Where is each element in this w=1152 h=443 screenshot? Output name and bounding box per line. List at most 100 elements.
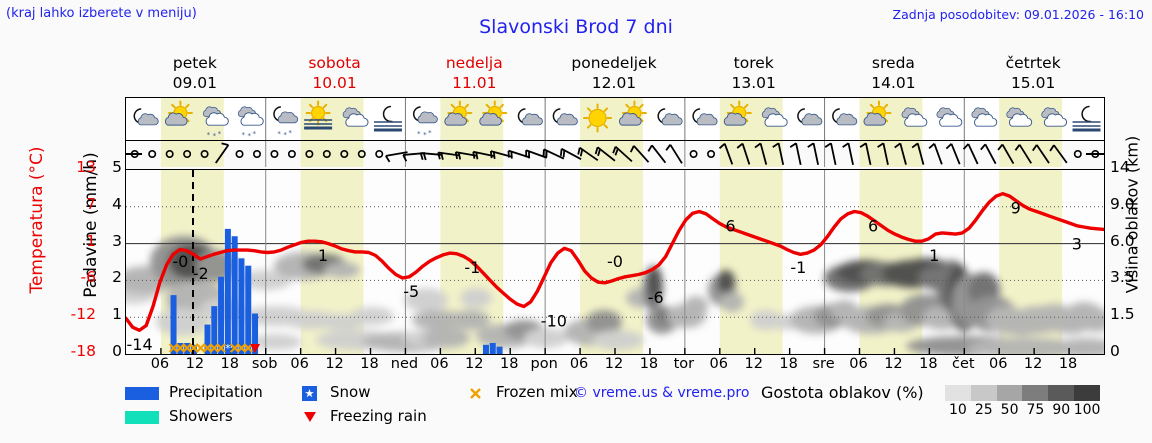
cloud-tick-3: 3.5 — [1110, 268, 1135, 287]
x-tick-13: 12 — [604, 356, 624, 372]
precip-tick-1: 4 — [112, 194, 122, 213]
weather-icon-moon-cloud-snow: * * * — [273, 106, 299, 139]
svg-text:*: * — [277, 130, 281, 138]
temperature-annotation: 1 — [929, 246, 939, 265]
wind-barb — [772, 142, 785, 165]
x-tick-1: 12 — [185, 356, 205, 372]
last-update-label: Zadnja posodobitev: 09.01.2026 - 16:10 — [892, 7, 1144, 22]
wind-barb-calm — [1073, 150, 1082, 159]
svg-text:*: * — [423, 131, 427, 139]
cloud-density-colorbar — [945, 385, 1100, 401]
weather-icon-moon-fog — [373, 105, 402, 132]
wind-barb-calm — [357, 150, 366, 159]
day-name: četrtek — [1005, 54, 1061, 72]
legend-freezing-rain-label: Freezing rain — [330, 407, 427, 425]
weather-icon-sun-cloud — [479, 100, 508, 126]
weather-chart-plot: * -14 -0 -2 1 -5 -1 -10 -0 -6 6 -1 6 1 9 3 — [125, 169, 1105, 355]
cloud-scale-1: 25 — [974, 402, 993, 418]
day-name: petek — [172, 54, 217, 72]
x-tick-3: sob — [251, 356, 278, 372]
wind-barb-calm — [183, 150, 192, 159]
frozen-mix-icon — [468, 386, 483, 401]
weather-icon-moon-cloud — [832, 108, 858, 126]
weather-icon-sun-cloud — [164, 100, 193, 126]
weather-icon-cloud-cloud — [936, 107, 963, 127]
wind-barb — [962, 143, 979, 165]
day-date: 12.01 — [591, 74, 637, 92]
day-header-5: sreda 14.01 — [824, 53, 964, 93]
cloud-scale-3: 75 — [1026, 402, 1045, 418]
page-title: Slavonski Brod 7 dni — [479, 16, 673, 38]
precip-tick-4: 1 — [112, 305, 122, 324]
frozen-mix-marker — [195, 343, 206, 353]
cloud-tick-labels: 14 9.0 6.0 3.5 1.5 0 — [1110, 158, 1152, 370]
wind-barb — [754, 142, 768, 165]
weather-icon-cloud-cloud — [342, 107, 369, 127]
cloud-tick-0: 14 — [1110, 158, 1130, 176]
copyright-label[interactable]: © vreme.us & vreme.pro — [574, 385, 750, 401]
x-tick-11: pon — [530, 356, 558, 372]
wind-barb — [928, 142, 943, 165]
day-date: 15.01 — [1010, 74, 1056, 92]
wind-barb — [665, 144, 683, 164]
weather-icon-sun-cloud — [619, 100, 647, 126]
svg-text:*: * — [253, 130, 257, 138]
wind-barb — [612, 145, 633, 163]
x-tick-19: sre — [812, 356, 835, 372]
day-header-1: sobota 10.01 — [265, 53, 405, 93]
freezing-rain-marker — [250, 344, 261, 353]
temperature-annotation: 6 — [868, 217, 878, 236]
wind-barb-calm — [235, 150, 244, 159]
freezing-rain-icon — [303, 410, 317, 424]
x-tick-10: 18 — [499, 356, 519, 372]
wind-barb-calm — [165, 150, 174, 159]
day-name: ponedeljek — [571, 54, 657, 72]
showers-swatch — [125, 411, 159, 424]
wind-barb — [718, 142, 734, 165]
precip-bar — [211, 306, 218, 354]
weather-icon-moon-cloud — [657, 108, 683, 126]
precip-bar — [252, 313, 259, 354]
cloud-tick-2: 6.0 — [1110, 231, 1135, 250]
x-tick-20: 06 — [849, 356, 868, 372]
cloud-scale-4: 90 — [1052, 402, 1071, 418]
precip-tick-3: 2 — [112, 268, 122, 287]
precip-tick-labels: 5 4 3 2 1 0 — [92, 158, 122, 370]
wind-barb — [807, 142, 820, 165]
snow-icon — [302, 386, 317, 401]
wind-barb-calm — [305, 150, 314, 159]
x-tick-0: 06 — [150, 356, 170, 372]
svg-text:*: * — [207, 131, 211, 139]
wind-barb — [859, 142, 872, 165]
legend-showers-label: Showers — [169, 407, 233, 425]
day-date: 11.01 — [452, 74, 497, 92]
day-name: sreda — [871, 54, 915, 72]
weather-icon-cloud-cloud — [901, 107, 928, 127]
temperature-tick-3: -6 — [80, 268, 96, 287]
x-axis-tick-labels: 06 12 18 sob 06 12 18 ned 06 12 18 pon 06 12 18 tor 06 12… — [125, 356, 1105, 376]
x-tick-22: 18 — [919, 356, 938, 372]
day-name: torek — [733, 54, 774, 72]
day-header-4: torek 13.01 — [684, 53, 824, 93]
temperature-annotation: -1 — [464, 258, 480, 277]
temperature-tick-5: -18 — [70, 342, 96, 360]
wind-barb-calm — [707, 150, 716, 159]
weather-icon-cloud-cloud-snow: * * * — [203, 106, 229, 140]
wind-barb — [542, 148, 565, 160]
x-tick-12: 06 — [569, 356, 589, 372]
temperature-annotation: -1 — [790, 258, 806, 277]
temperature-annotation: -0 — [607, 252, 623, 271]
temperature-annotations: -14 -0 -2 1 -5 -1 -10 -0 -6 6 -1 6 1 9 3 — [127, 199, 1082, 354]
weather-icon-sun-cloud — [444, 100, 473, 126]
day-name: sobota — [308, 54, 361, 72]
wind-barb — [577, 146, 599, 162]
x-tick-7: ned — [390, 356, 419, 372]
snow-marker: * — [225, 342, 231, 354]
precip-tick-0: 5 — [112, 158, 122, 176]
x-tick-21: 12 — [884, 356, 903, 372]
day-date: 13.01 — [731, 74, 776, 92]
cloud-tick-4: 1.5 — [1110, 305, 1135, 324]
temperature-tick-labels: 13 7 1 -6 -12 -18 — [52, 158, 96, 370]
wind-barb — [1032, 144, 1050, 164]
day-date: 14.01 — [871, 74, 916, 92]
